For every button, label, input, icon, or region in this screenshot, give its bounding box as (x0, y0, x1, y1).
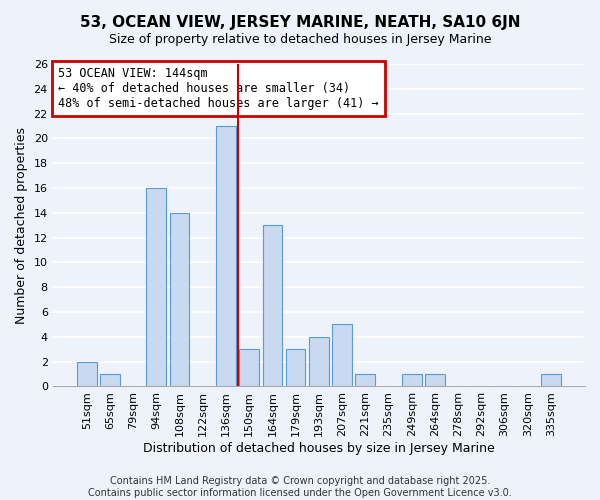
Bar (216, 126, 236, 386)
Bar (332, 324, 352, 386)
Bar (286, 350, 305, 387)
Bar (100, 374, 120, 386)
Bar (309, 337, 329, 386)
Text: 53 OCEAN VIEW: 144sqm
← 40% of detached houses are smaller (34)
48% of semi-deta: 53 OCEAN VIEW: 144sqm ← 40% of detached … (58, 67, 379, 110)
Bar (239, 350, 259, 387)
Bar (425, 374, 445, 386)
Bar (402, 374, 422, 386)
Bar (541, 374, 561, 386)
Bar (77, 362, 97, 386)
Bar (170, 213, 190, 386)
Text: 53, OCEAN VIEW, JERSEY MARINE, NEATH, SA10 6JN: 53, OCEAN VIEW, JERSEY MARINE, NEATH, SA… (80, 15, 520, 30)
Y-axis label: Number of detached properties: Number of detached properties (15, 126, 28, 324)
Bar (263, 225, 282, 386)
Bar (146, 188, 166, 386)
X-axis label: Distribution of detached houses by size in Jersey Marine: Distribution of detached houses by size … (143, 442, 495, 455)
Text: Contains HM Land Registry data © Crown copyright and database right 2025.
Contai: Contains HM Land Registry data © Crown c… (88, 476, 512, 498)
Bar (355, 374, 375, 386)
Text: Size of property relative to detached houses in Jersey Marine: Size of property relative to detached ho… (109, 32, 491, 46)
